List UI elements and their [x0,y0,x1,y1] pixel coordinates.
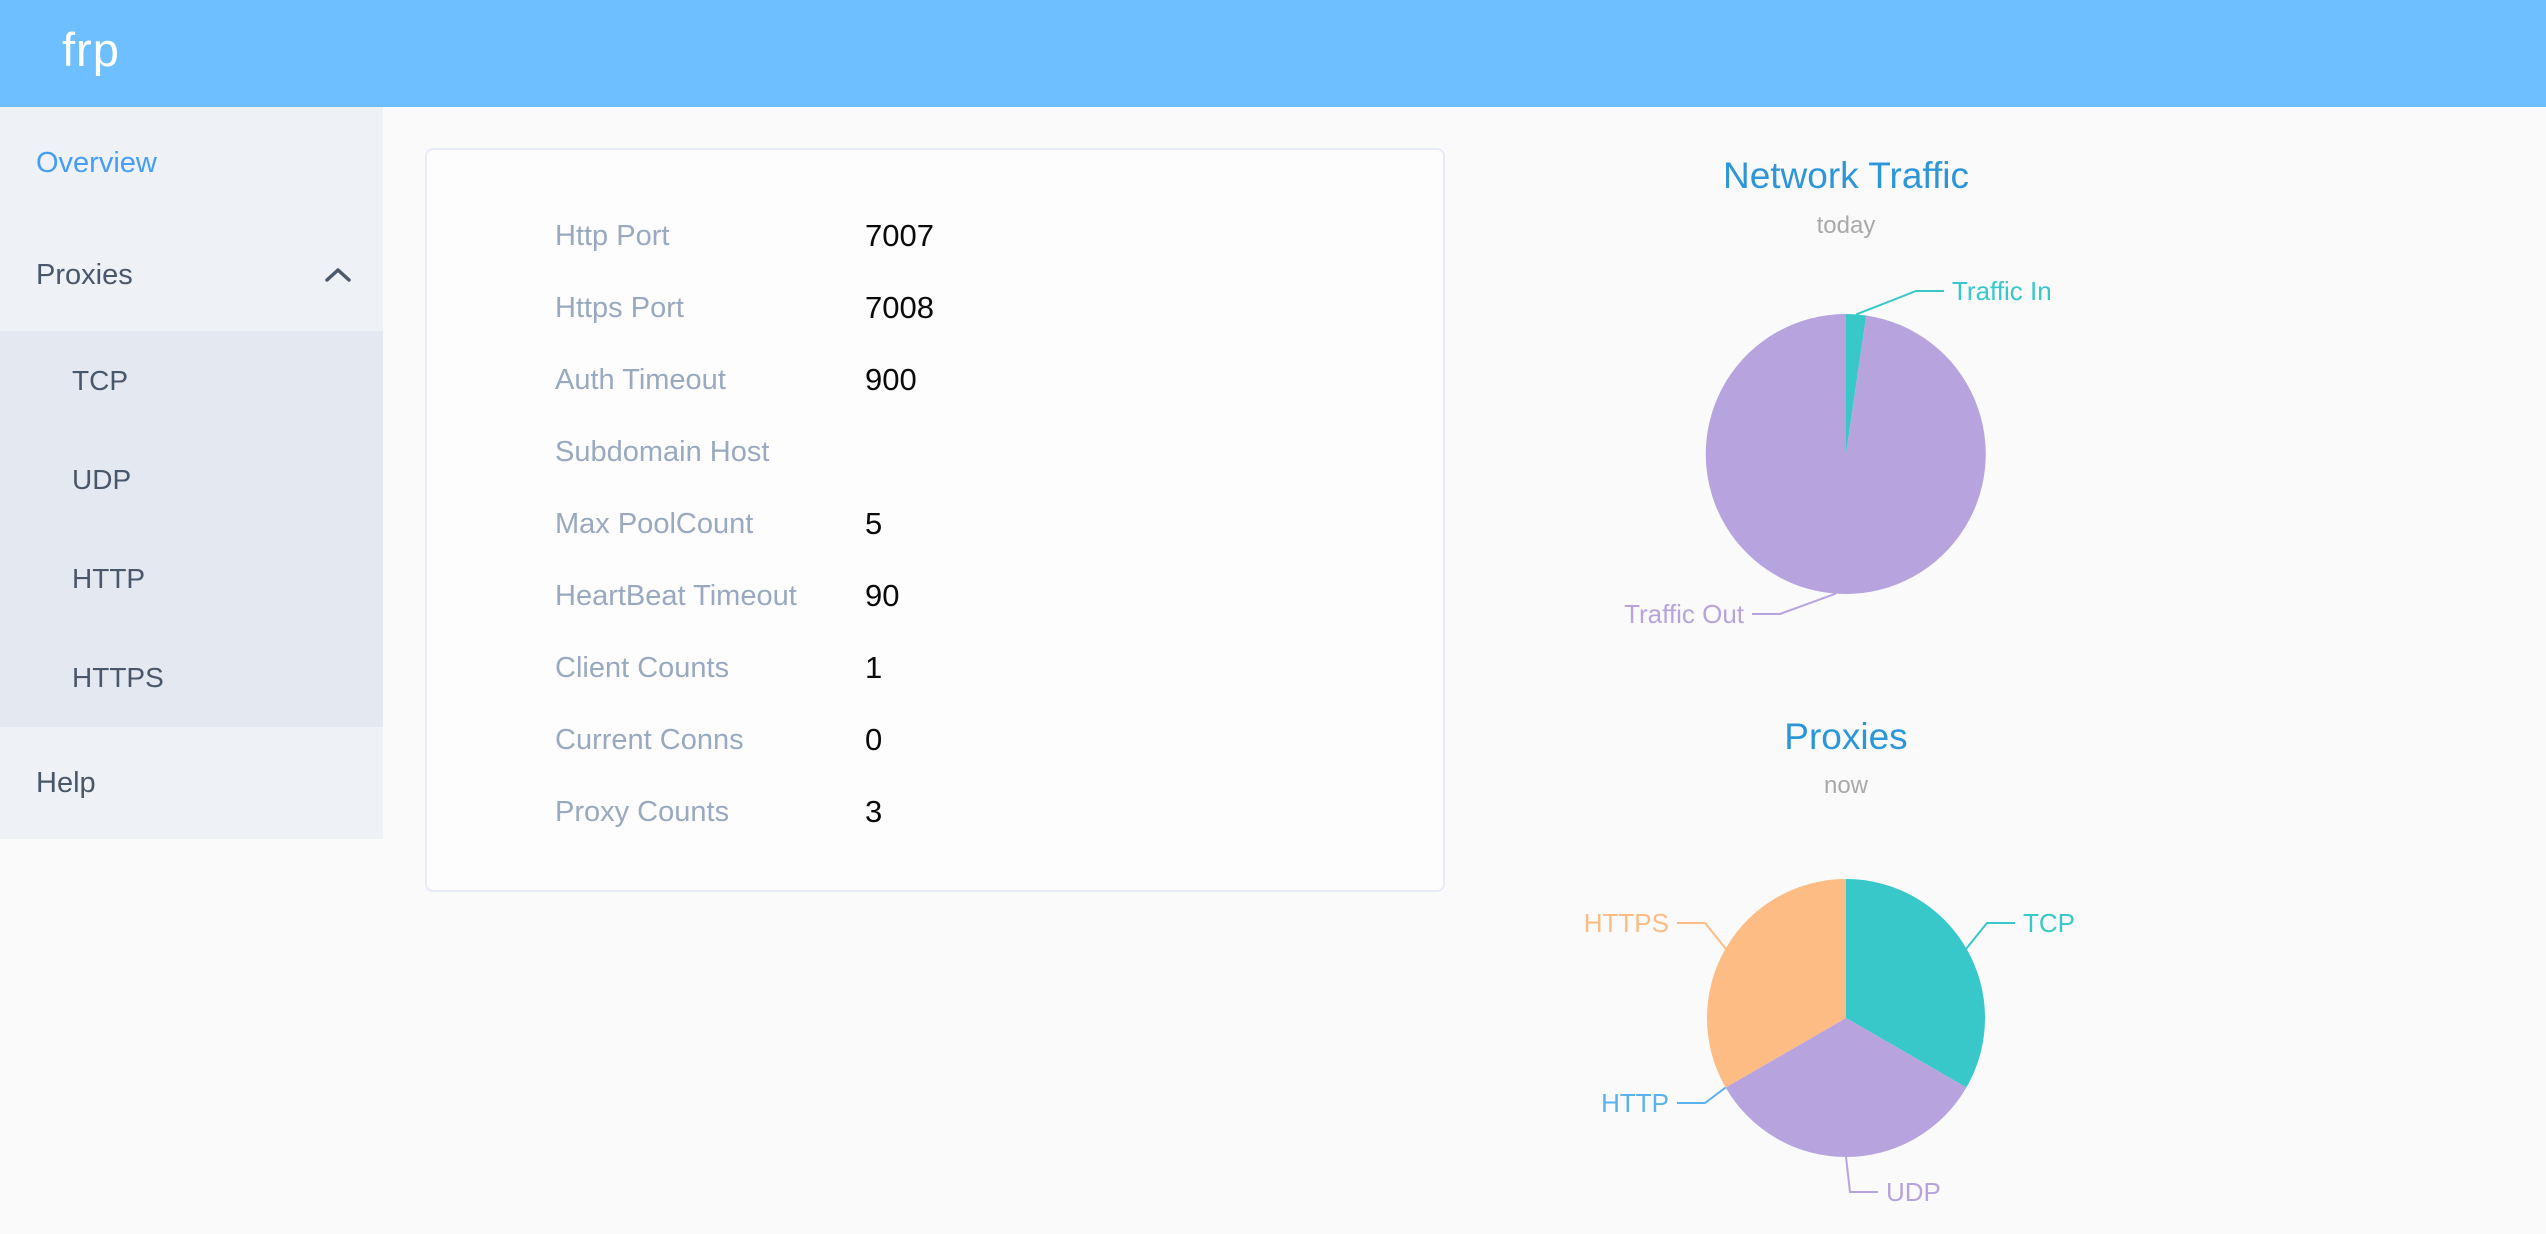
pie-slice-udp[interactable] [1725,1018,1967,1158]
sidebar-item-help[interactable]: Help [0,727,383,839]
pie-label-http: HTTP [1601,1088,1669,1118]
pie-charts-canvas: Traffic In Traffic Out TCP UDP HTTP HTTPS [1584,276,2075,1207]
config-label: Client Counts [555,651,730,684]
pie-label-line-https [1677,922,1727,950]
app-logo: frp [62,23,120,76]
config-value: 7008 [865,290,934,325]
config-label: Current Conns [555,723,744,756]
sidebar-item-overview[interactable]: Overview [0,107,383,219]
config-value: 900 [865,362,917,397]
config-row: HeartBeat Timeout 90 [427,560,1443,632]
sidebar-item-label: Help [36,766,96,799]
proxies-subtitle: now [1823,772,1869,799]
sidebar-item-udp[interactable]: UDP [72,463,132,495]
sidebar-item-tcp[interactable]: TCP [72,364,128,396]
sidebar-item-https[interactable]: HTTPS [72,661,164,693]
pie-label-line-tcp [1965,922,2015,950]
network-traffic-subtitle: today [1816,212,1876,239]
sidebar-item-label: Overview [36,146,157,179]
config-label: Http Port [555,219,670,252]
pie-slice-tcp[interactable] [1846,879,1986,1088]
config-row: Current Conns 0 [427,704,1443,776]
config-label: Max PoolCount [555,507,754,540]
config-row: Max PoolCount 5 [427,488,1443,560]
pie-label-line-traffic-out [1752,592,1837,615]
network-traffic-title: Network Traffic [1722,155,1970,196]
config-value: 0 [865,722,883,757]
config-value: 7007 [865,218,934,253]
config-value: 1 [865,650,883,685]
pie-label-https: HTTPS [1584,908,1669,938]
chevron-up-icon [325,268,351,282]
config-row: Client Counts 1 [427,632,1443,704]
pie-label-traffic-out: Traffic Out [1624,599,1745,629]
sidebar-item-label: Proxies [36,258,133,291]
config-value: 90 [865,578,900,613]
config-value: 5 [865,506,883,541]
sidebar-item-http[interactable]: HTTP [72,562,146,594]
config-label: Https Port [555,291,684,324]
pie-label-line-http [1677,1086,1727,1104]
config-label: Proxy Counts [555,795,730,828]
pie-label-line-traffic-in [1855,290,1944,316]
config-row: Https Port 7008 [427,272,1443,344]
server-config-card: Http Port 7007 Https Port 7008 Auth Timeout 9… [425,148,1445,892]
pie-label-tcp: TCP [2023,908,2075,938]
pie-label-line-udp [1845,1156,1878,1193]
config-value: 3 [865,794,883,829]
pie-slice-traffic-in[interactable] [1846,314,1867,454]
config-row: Subdomain Host [427,416,1443,488]
config-label: HeartBeat Timeout [555,579,797,612]
charts-panel: Network Traffic today Proxies now Traffi… [1446,0,2246,1234]
pie-label-udp: UDP [1886,1177,1941,1207]
sidebar-item-proxies[interactable]: Proxies [0,219,383,331]
proxies-title: Proxies [1784,716,1908,757]
config-label: Auth Timeout [555,363,726,396]
pie-slice-https[interactable] [1706,879,1846,1088]
app-header: frp [0,0,2546,107]
pie-slice-traffic-out[interactable] [1705,313,1986,594]
config-row: Auth Timeout 900 [427,344,1443,416]
config-row: Http Port 7007 [427,200,1443,272]
pie-label-traffic-in: Traffic In [1952,276,2052,306]
config-label: Subdomain Host [555,435,770,468]
sidebar-submenu-proxies: TCP UDP HTTP HTTPS [0,331,383,727]
sidebar-menu: Overview Proxies TCP UDP HTTP HTTPS Help [0,107,383,839]
config-row: Proxy Counts 3 [427,776,1443,848]
